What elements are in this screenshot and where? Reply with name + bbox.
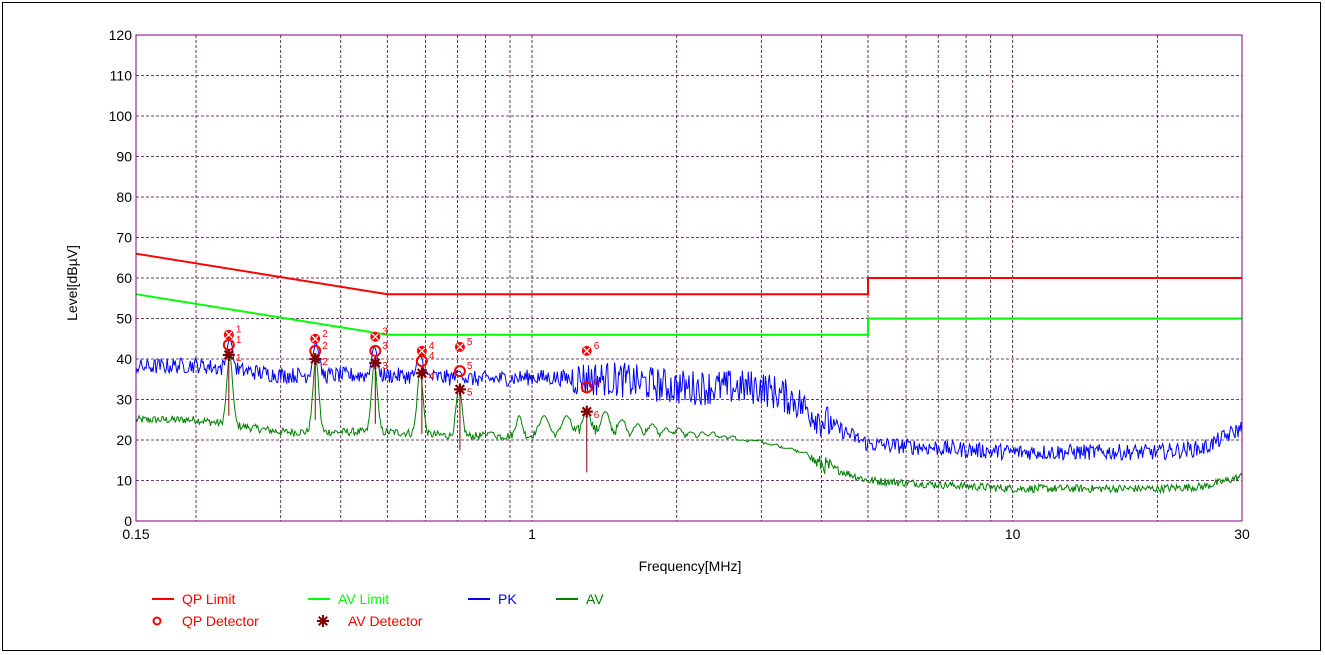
legend-swatch-circle [152,616,162,626]
qp-peak-cross-b [371,333,379,341]
qp-peak-cross-b [583,347,591,355]
y-tick-label: 20 [116,432,132,448]
marker-label-qp-peak: 4 [429,341,435,352]
legend-item-av: AV [556,591,604,607]
series-line-av_limit [135,293,1242,336]
y-tick-label: 110 [110,68,133,84]
x-tick-label: 30 [1234,526,1250,542]
marker-label-av: 4 [429,371,435,382]
legend-label: PK [498,591,517,607]
qp-detector-marker [415,355,428,368]
legend-label: QP Detector [182,613,259,629]
marker-label-av: 5 [467,387,473,398]
series-line-av [135,353,1243,495]
marker-label-av: 1 [236,353,242,364]
qp-peak-marker [310,333,321,344]
legend-item-av_limit: AV Limit [308,591,389,607]
av-detector-star-core [226,352,232,358]
qp-peak-marker [581,345,592,356]
qp-peak-cross-b [225,331,233,339]
av-detector-marker [580,405,593,418]
marker-label-qp: 1 [236,335,242,346]
y-tick-label: 10 [116,473,132,489]
marker-label-qp-peak: 1 [236,325,242,336]
series-line-qp_limit [135,252,1242,296]
marker-label-qp: 4 [429,351,435,362]
legend-label: QP Limit [182,591,236,607]
qp-peak-marker [416,345,427,356]
qp-peak-cross-b [456,343,464,351]
av-detector-star-core [419,370,425,376]
y-tick-label: 120 [109,27,133,43]
legend-swatch-star-ray [318,616,328,626]
av-detector-star-core [372,360,378,366]
y-tick-label: 40 [116,351,132,367]
av-detector-star-core [457,386,463,392]
av-detector-marker [415,367,428,380]
legend-item-qp_detector: QP Detector [152,613,259,629]
av-detector-star-core [584,409,590,415]
x-tick-label: 1 [528,526,536,542]
marker-label-av: 3 [382,361,388,372]
y-tick-label: 90 [116,149,132,165]
qp-peak-cross-b [418,347,426,355]
legend: QP Limit AV Limit PK AV QP Detector AV Detect… [152,591,604,629]
av-detector-marker [369,357,382,370]
y-tick-label: 80 [116,189,132,205]
qp-peak-marker [454,341,465,352]
qp-peak-marker [370,331,381,342]
qp-peak-cross-b [311,335,319,343]
legend-label: AV Detector [348,613,423,629]
y-tick-label: 100 [109,108,133,124]
qp-detector-marker [453,365,466,378]
marker-label-qp: 5 [467,361,473,372]
y-axis-label: Level[dBµV] [64,245,80,321]
y-tick-label: 70 [116,230,132,246]
marker-label-qp-peak: 3 [382,327,388,338]
qp-peak-marker [223,329,234,340]
y-tick-label: 30 [116,392,132,408]
av-detector-marker [453,383,466,396]
y-tick-label: 60 [116,270,132,286]
marker-label-qp-peak: 5 [467,337,473,348]
y-tick-label: 0 [124,513,132,529]
series-line-pk [135,337,1243,462]
plot-border [135,34,1243,522]
series-layer [135,252,1243,495]
legend-item-av_detector: AV Detector [317,613,423,629]
marker-label-av: 2 [322,357,328,368]
av-detector-star-core [312,356,318,362]
legend-label: AV [586,591,604,607]
legend-item-qp_limit: QP Limit [152,591,236,607]
av-detector-marker [309,353,322,365]
marker-label-qp: 3 [382,341,388,352]
marker-label-qp-peak: 6 [594,341,600,352]
qp-detector-marker [580,381,593,394]
x-tick-label: 10 [1005,526,1021,542]
marker-label-qp-peak: 2 [322,329,328,340]
av-detector-marker [222,348,235,361]
x-tick-label: 0.15 [122,526,149,542]
legend-label: AV Limit [338,591,389,607]
x-axis-label: Frequency[MHz] [639,558,742,574]
marker-label-qp: 2 [322,341,328,352]
qp-detector-marker [369,344,382,357]
marker-label-av: 6 [594,410,600,421]
marker-label-qp: 6 [594,377,600,388]
y-tick-label: 50 [116,311,132,327]
legend-item-pk: PK [468,591,517,607]
